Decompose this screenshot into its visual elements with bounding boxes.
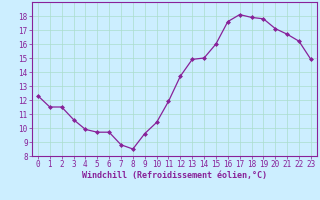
X-axis label: Windchill (Refroidissement éolien,°C): Windchill (Refroidissement éolien,°C) <box>82 171 267 180</box>
